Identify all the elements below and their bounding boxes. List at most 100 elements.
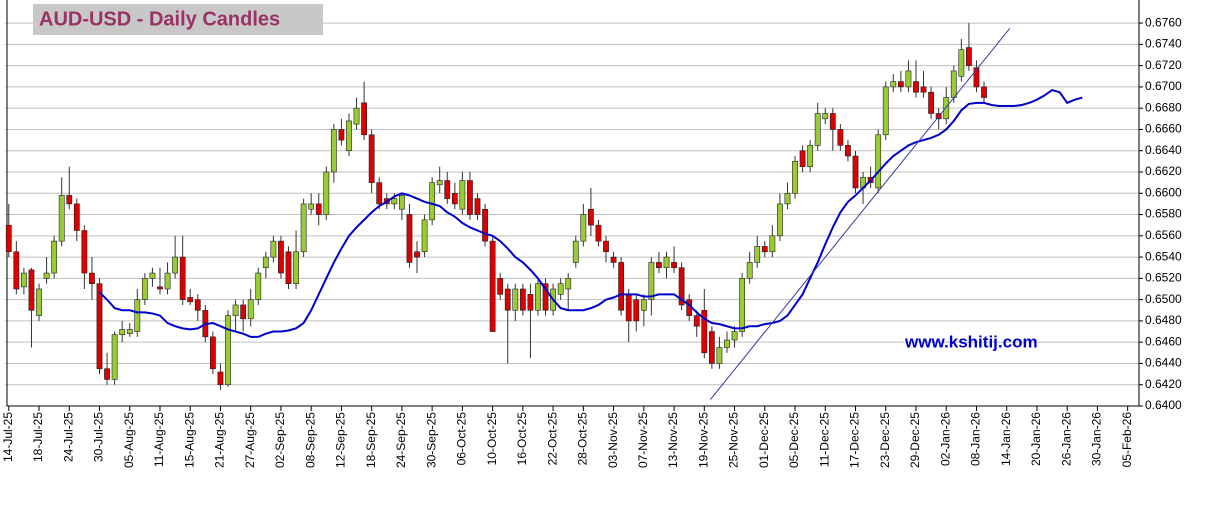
x-tick-label: 14-Jan-26 [999,412,1013,466]
y-tick-label: 0.6640 [1145,143,1182,157]
candle-body [708,331,715,364]
candle-body [648,262,655,300]
y-tick-label: 0.6420 [1145,377,1182,391]
x-tick-label: 02-Sep-25 [273,412,287,468]
candle-body [852,155,859,189]
candle-body [111,334,118,380]
candle-body [474,198,481,215]
candle-body [104,368,110,380]
candle-body [746,262,753,279]
y-tick-label: 0.6720 [1145,58,1182,72]
candle-body [958,49,965,77]
candle-body [527,294,534,311]
candle-body [829,113,836,130]
x-tick-label: 05-Aug-25 [122,412,136,468]
candle-body [595,224,602,242]
y-tick-label: 0.6600 [1145,185,1182,199]
candle-body [965,47,972,66]
candle-body [701,309,708,354]
candle-body [565,278,572,290]
candle-body [300,203,307,253]
candle-body [943,97,950,120]
y-tick-label: 0.6400 [1145,398,1182,412]
x-tick-label: 18-Sep-25 [364,412,378,468]
candle-body [179,256,186,300]
candle-body [126,329,133,334]
candle-body [618,262,625,311]
x-tick-label: 03-Nov-25 [606,412,620,468]
candle-body [210,336,216,370]
x-tick-label: 19-Nov-25 [696,412,710,468]
candle-body [807,145,814,167]
x-tick-label: 30-Jan-26 [1090,412,1104,466]
x-tick-label: 30-Jul-25 [92,412,106,462]
y-tick-label: 0.6560 [1145,228,1182,242]
candle-body [535,283,541,311]
candle-body [285,251,292,284]
x-tick-label: 11-Aug-25 [152,412,166,467]
candle-body [731,331,738,341]
candle-body [981,86,987,98]
candle-body [406,214,413,263]
x-tick-label: 26-Jan-26 [1059,412,1073,466]
candle-body [928,91,934,114]
candle-body [837,129,844,146]
candle-body [240,304,247,320]
candle-body [164,272,171,290]
candle-body [587,208,594,226]
x-tick-label: 29-Dec-25 [908,412,922,468]
candle-body [429,182,436,221]
candle-body [950,70,957,98]
x-tick-label: 11-Dec-25 [817,412,831,467]
x-tick-label: 05-Feb-26 [1120,412,1134,468]
x-tick-label: 30-Sep-25 [424,412,438,468]
y-tick-label: 0.6620 [1145,164,1182,178]
candle-body [482,208,488,242]
candle-body [814,113,821,146]
candle-body [467,180,473,215]
x-tick-label: 27-Aug-25 [243,412,257,468]
y-tick-label: 0.6700 [1145,79,1182,93]
x-tick-label: 14-Jul-25 [1,412,15,462]
x-tick-label: 06-Oct-25 [455,412,469,466]
y-tick-label: 0.6680 [1145,100,1182,114]
x-tick-label: 10-Oct-25 [485,412,499,466]
candle-body [308,203,315,210]
candle-body [13,251,20,290]
y-tick-label: 0.6480 [1145,313,1182,327]
candle-body [157,286,163,290]
candle-body [656,262,662,269]
y-tick-label: 0.6580 [1145,207,1182,221]
candle-body [398,195,405,210]
candle-body [920,86,927,93]
candle-body [603,240,609,253]
x-tick-label: 28-Oct-25 [576,412,590,466]
candle-body [799,150,806,167]
candle-body [784,192,791,205]
y-tick-label: 0.6540 [1145,249,1182,263]
candle-body [368,134,375,183]
candle-body [293,251,299,284]
candle-body [572,240,579,263]
x-tick-label: 08-Sep-25 [303,412,317,468]
candle-body [776,203,783,237]
chart-title: AUD-USD - Daily Candles [39,8,280,30]
y-tick-label: 0.6740 [1145,37,1182,51]
candle-body [361,102,367,136]
candle-body [769,235,776,253]
x-tick-label: 02-Jan-26 [938,412,952,466]
candle-body [761,246,768,253]
candle-body [391,198,398,205]
x-tick-label: 22-Oct-25 [545,412,559,466]
y-tick-label: 0.6460 [1145,334,1182,348]
candle-body [678,267,685,306]
candle-body [81,230,88,274]
candle-body [890,81,897,88]
candle-body [330,129,337,173]
candle-body [346,120,352,152]
candle-body [323,171,330,215]
x-tick-label: 17-Dec-25 [848,412,862,468]
candle-body [89,272,95,284]
